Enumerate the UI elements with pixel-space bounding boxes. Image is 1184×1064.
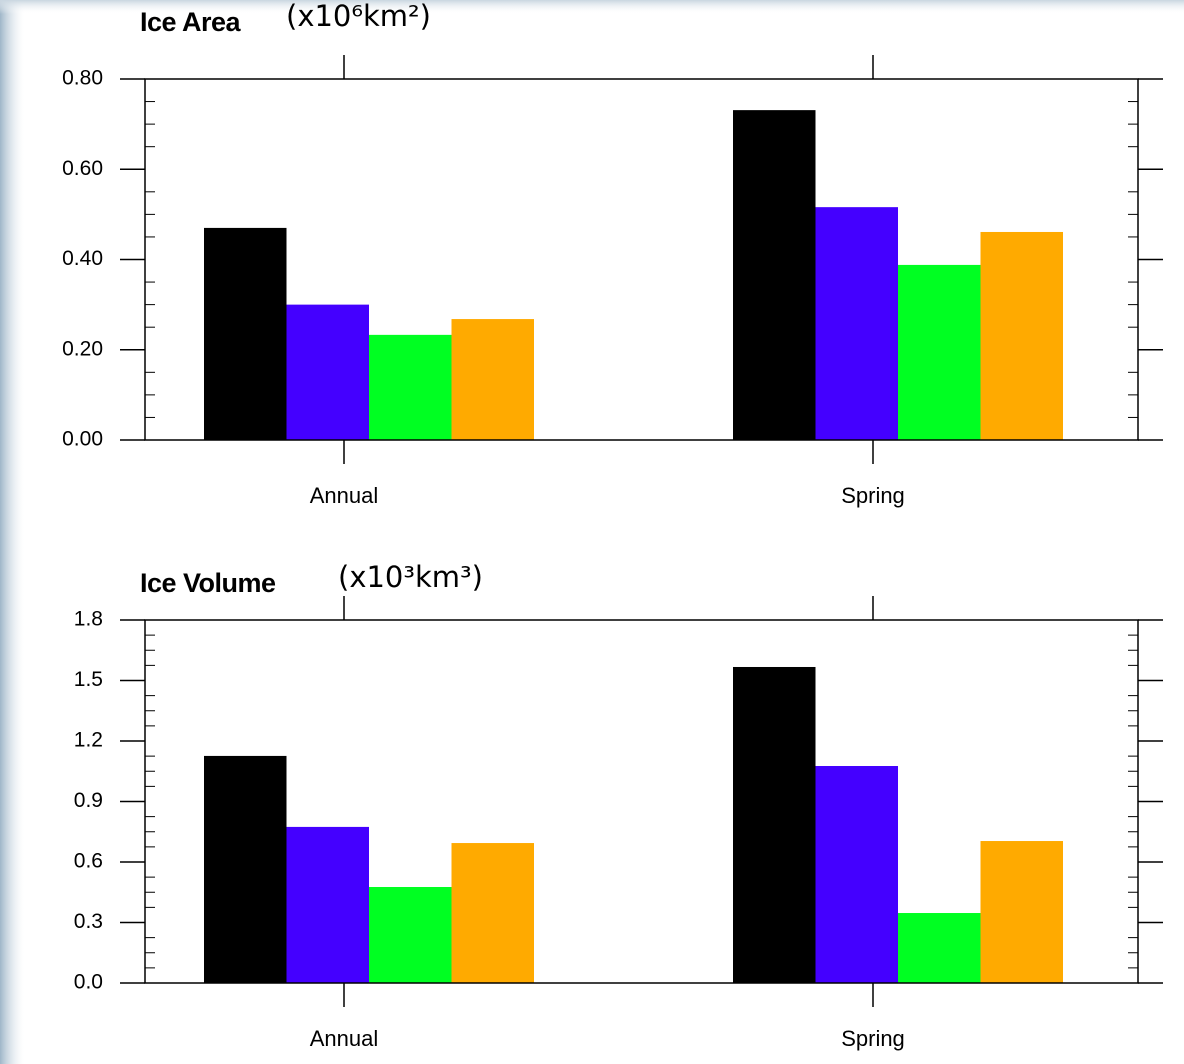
y-tick-label: 0.40 xyxy=(62,247,103,270)
bar xyxy=(898,913,981,983)
x-tick-label: Annual xyxy=(310,1026,379,1051)
y-tick-label: 0.80 xyxy=(62,67,103,90)
bar xyxy=(451,843,534,983)
y-tick-label: 0.20 xyxy=(62,337,103,360)
y-tick-label: 1.2 xyxy=(74,729,103,752)
bar xyxy=(815,207,898,440)
bar xyxy=(204,755,287,983)
bar xyxy=(369,887,452,983)
axis-unit: (x10⁶km²) xyxy=(286,0,431,33)
y-tick-label: 0.00 xyxy=(62,428,103,451)
x-tick-label: Spring xyxy=(841,483,905,508)
bar xyxy=(980,841,1063,983)
bar xyxy=(898,264,981,440)
bar xyxy=(369,334,452,440)
y-tick-label: 0.9 xyxy=(74,789,103,812)
bar xyxy=(286,304,369,440)
bar xyxy=(733,666,816,983)
x-tick-label: Annual xyxy=(310,483,379,508)
y-tick-label: 0.0 xyxy=(74,971,103,994)
y-tick-label: 1.5 xyxy=(74,668,103,691)
bar xyxy=(980,231,1063,440)
axis-unit: (x10³km³) xyxy=(338,560,483,594)
chart-title: Ice Area xyxy=(140,7,242,37)
y-tick-label: 1.8 xyxy=(74,608,103,631)
y-tick-label: 0.6 xyxy=(74,850,103,873)
bar xyxy=(286,826,369,983)
bar xyxy=(204,227,287,440)
bar xyxy=(815,766,898,983)
background-strip xyxy=(0,0,1184,14)
x-tick-label: Spring xyxy=(841,1026,905,1051)
bar xyxy=(733,110,816,440)
bar xyxy=(451,319,534,440)
background-strip xyxy=(0,0,24,1064)
y-tick-label: 0.60 xyxy=(62,157,103,180)
chart-title: Ice Volume xyxy=(140,568,276,598)
y-tick-label: 0.3 xyxy=(74,910,103,933)
